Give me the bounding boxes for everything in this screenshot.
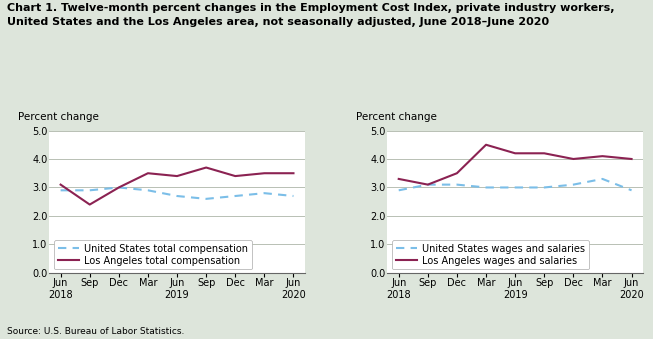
Los Angeles wages and salaries [511, 151, 519, 155]
Los Angeles total compensation [289, 171, 297, 175]
Legend: United States wages and salaries, Los Angeles wages and salaries: United States wages and salaries, Los An… [392, 240, 589, 270]
United States wages and salaries [540, 185, 548, 190]
Los Angeles total compensation [57, 183, 65, 187]
Los Angeles total compensation [86, 202, 93, 206]
United States total compensation [86, 188, 93, 192]
Los Angeles wages and salaries [482, 143, 490, 147]
Los Angeles total compensation [144, 171, 152, 175]
Line: United States total compensation: United States total compensation [61, 187, 293, 199]
Legend: United States total compensation, Los Angeles total compensation: United States total compensation, Los An… [54, 240, 252, 270]
United States wages and salaries [424, 183, 432, 187]
Los Angeles wages and salaries [628, 157, 635, 161]
United States wages and salaries [395, 188, 403, 192]
Text: Percent change: Percent change [18, 112, 99, 122]
United States total compensation [173, 194, 181, 198]
United States total compensation [231, 194, 239, 198]
Los Angeles total compensation [261, 171, 268, 175]
Los Angeles total compensation [202, 165, 210, 170]
United States wages and salaries [453, 183, 461, 187]
Los Angeles wages and salaries [540, 151, 548, 155]
United States wages and salaries [628, 188, 635, 192]
United States wages and salaries [569, 183, 577, 187]
United States total compensation [261, 191, 268, 195]
Text: Percent change: Percent change [357, 112, 438, 122]
United States total compensation [57, 188, 65, 192]
Los Angeles wages and salaries [453, 171, 461, 175]
Line: Los Angeles wages and salaries: Los Angeles wages and salaries [399, 145, 631, 185]
United States total compensation [289, 194, 297, 198]
United States wages and salaries [511, 185, 519, 190]
Los Angeles total compensation [231, 174, 239, 178]
United States wages and salaries [482, 185, 490, 190]
Los Angeles wages and salaries [424, 183, 432, 187]
Text: Source: U.S. Bureau of Labor Statistics.: Source: U.S. Bureau of Labor Statistics. [7, 326, 184, 336]
Los Angeles wages and salaries [599, 154, 607, 158]
Los Angeles total compensation [173, 174, 181, 178]
Los Angeles total compensation [115, 185, 123, 190]
Los Angeles wages and salaries [569, 157, 577, 161]
Line: Los Angeles total compensation: Los Angeles total compensation [61, 167, 293, 204]
United States total compensation [115, 185, 123, 190]
United States wages and salaries [599, 177, 607, 181]
Text: Chart 1. Twelve-month percent changes in the Employment Cost Index, private indu: Chart 1. Twelve-month percent changes in… [7, 3, 614, 26]
Line: United States wages and salaries: United States wages and salaries [399, 179, 631, 190]
United States total compensation [202, 197, 210, 201]
United States total compensation [144, 188, 152, 192]
Los Angeles wages and salaries [395, 177, 403, 181]
